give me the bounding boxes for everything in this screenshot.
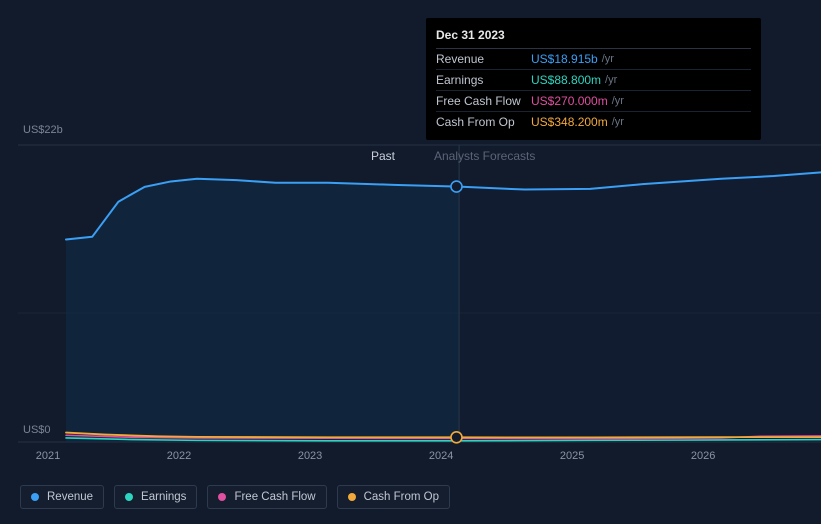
- legend-label: Free Cash Flow: [234, 491, 315, 503]
- legend-item-cash-from-op[interactable]: Cash From Op: [337, 485, 450, 509]
- tooltip-value: US$88.800m: [531, 73, 601, 87]
- legend-label: Earnings: [141, 491, 186, 503]
- x-axis-label: 2025: [560, 450, 584, 462]
- tooltip-label: Earnings: [436, 73, 531, 87]
- tooltip-row-revenue: Revenue US$18.915b /yr: [436, 49, 751, 70]
- legend-label: Revenue: [47, 491, 93, 503]
- legend-item-earnings[interactable]: Earnings: [114, 485, 197, 509]
- legend-dot-icon: [125, 493, 133, 501]
- tooltip-value: US$348.200m: [531, 115, 608, 129]
- tooltip-label: Revenue: [436, 52, 531, 66]
- x-axis-label: 2021: [36, 450, 60, 462]
- tooltip-row-cfo: Cash From Op US$348.200m /yr: [436, 112, 751, 132]
- tooltip-value: US$270.000m: [531, 94, 608, 108]
- chart-tooltip: Dec 31 2023 Revenue US$18.915b /yr Earni…: [426, 18, 761, 140]
- legend-dot-icon: [218, 493, 226, 501]
- tooltip-unit: /yr: [605, 74, 617, 86]
- section-label-forecast: Analysts Forecasts: [434, 149, 535, 163]
- tooltip-label: Free Cash Flow: [436, 94, 531, 108]
- tooltip-unit: /yr: [602, 53, 614, 65]
- y-axis-label-zero: US$0: [23, 424, 51, 436]
- legend-dot-icon: [348, 493, 356, 501]
- x-axis-label: 2026: [691, 450, 715, 462]
- legend-item-free-cash-flow[interactable]: Free Cash Flow: [207, 485, 326, 509]
- tooltip-row-fcf: Free Cash Flow US$270.000m /yr: [436, 91, 751, 112]
- legend-item-revenue[interactable]: Revenue: [20, 485, 104, 509]
- y-axis-label-max: US$22b: [23, 124, 63, 136]
- legend-dot-icon: [31, 493, 39, 501]
- chart-legend: Revenue Earnings Free Cash Flow Cash From O…: [20, 485, 450, 509]
- legend-label: Cash From Op: [364, 491, 439, 503]
- tooltip-label: Cash From Op: [436, 115, 531, 129]
- section-label-past: Past: [335, 149, 395, 163]
- tooltip-date: Dec 31 2023: [436, 26, 751, 49]
- tooltip-row-earnings: Earnings US$88.800m /yr: [436, 70, 751, 91]
- tooltip-unit: /yr: [612, 116, 624, 128]
- x-axis-label: 2024: [429, 450, 453, 462]
- x-axis-label: 2023: [298, 450, 322, 462]
- tooltip-value: US$18.915b: [531, 52, 598, 66]
- x-axis-label: 2022: [167, 450, 191, 462]
- tooltip-unit: /yr: [612, 95, 624, 107]
- x-axis-labels: 2021 2022 2023 2024 2025 2026: [18, 450, 808, 466]
